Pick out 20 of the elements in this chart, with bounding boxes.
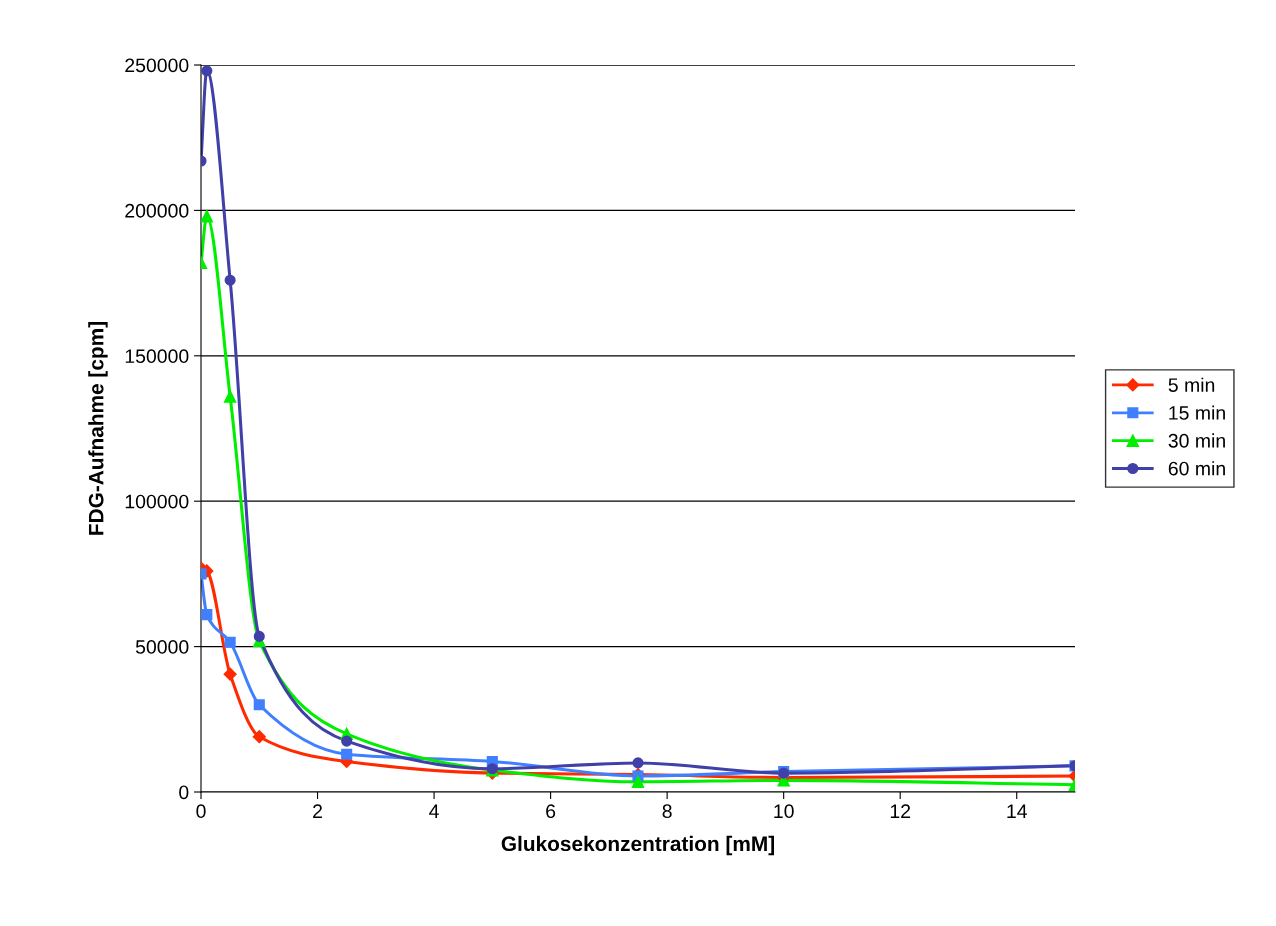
x-axis-title: Glukosekonzentration [mM] [501, 835, 774, 856]
y-tick-label: 0 [179, 785, 189, 800]
legend-label: 5 min [1168, 377, 1215, 392]
y-tick-label: 250000 [125, 58, 189, 73]
x-tick-label: 10 [774, 804, 794, 819]
legend-label: 60 min [1168, 461, 1225, 476]
y-tick-label: 100000 [125, 494, 189, 509]
y-axis-title: FDG-Aufnahme [cpm] [88, 322, 108, 535]
x-tick-label: 12 [890, 804, 911, 818]
legend-label: 15 min [1169, 405, 1225, 420]
y-tick-label: 200000 [125, 203, 189, 218]
x-tick-label: 2 [313, 804, 322, 818]
y-tick-label: 150000 [125, 349, 189, 364]
x-tick-label: 4 [429, 804, 439, 818]
x-tick-label: 14 [1007, 804, 1027, 818]
legend-label: 30 min [1168, 433, 1225, 448]
x-tick-label: 8 [662, 804, 672, 819]
x-tick-label: 6 [546, 804, 556, 819]
x-tick-label: 0 [196, 804, 206, 819]
y-tick-label: 50000 [135, 640, 189, 654]
